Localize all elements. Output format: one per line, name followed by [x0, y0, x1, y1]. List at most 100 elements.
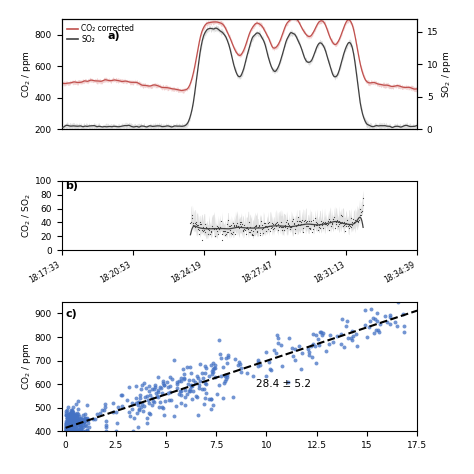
Point	[181, 386, 189, 394]
Point	[262, 348, 270, 356]
Point	[265, 219, 273, 226]
Point	[372, 326, 380, 334]
Point	[70, 421, 77, 429]
Point	[386, 320, 394, 328]
Point	[196, 381, 203, 388]
Point	[113, 419, 120, 427]
Point	[69, 425, 76, 433]
Point	[228, 230, 236, 238]
Point	[142, 384, 150, 392]
Point	[81, 418, 88, 426]
Point	[68, 419, 76, 426]
Point	[176, 378, 183, 385]
Point	[229, 219, 237, 227]
Point	[70, 427, 77, 435]
Y-axis label: SO$_2$ / ppm: SO$_2$ / ppm	[440, 51, 453, 98]
Point	[69, 416, 76, 423]
Point	[187, 219, 194, 227]
Point	[317, 328, 324, 336]
Point	[300, 228, 307, 236]
Point	[81, 414, 88, 422]
Point	[352, 216, 359, 224]
Point	[274, 334, 282, 342]
Point	[302, 222, 310, 229]
Point	[362, 321, 369, 329]
Point	[280, 222, 287, 230]
Point	[331, 217, 338, 225]
Point	[62, 428, 70, 435]
Point	[74, 422, 82, 429]
Point	[75, 412, 82, 420]
Point	[77, 415, 84, 423]
Point	[305, 217, 313, 224]
Point	[64, 423, 72, 431]
Point	[219, 364, 227, 371]
Point	[222, 355, 229, 362]
Point	[386, 311, 394, 319]
Point	[65, 428, 73, 435]
Point	[140, 407, 147, 415]
Point	[225, 216, 232, 224]
Point	[237, 365, 245, 372]
Point	[215, 381, 222, 389]
Point	[64, 420, 72, 428]
Point	[263, 372, 270, 380]
Point	[73, 419, 80, 426]
Point	[161, 411, 168, 419]
Point	[354, 218, 361, 225]
Point	[295, 342, 302, 350]
Point	[165, 396, 173, 403]
Point	[288, 222, 296, 230]
Point	[65, 415, 73, 423]
Point	[327, 218, 334, 226]
Point	[70, 422, 77, 430]
Point	[347, 215, 355, 222]
Point	[81, 418, 88, 425]
Point	[322, 219, 330, 227]
Point	[62, 421, 70, 429]
Point	[314, 335, 322, 343]
Point	[63, 411, 71, 419]
Point	[257, 218, 265, 225]
Point	[306, 225, 313, 232]
Point	[81, 421, 88, 428]
Point	[224, 359, 231, 366]
Point	[63, 428, 71, 435]
Point	[286, 334, 293, 341]
Point	[322, 347, 330, 355]
Point	[142, 393, 149, 401]
Point	[112, 428, 119, 435]
Point	[335, 218, 343, 225]
Text: b): b)	[65, 181, 78, 191]
Point	[64, 428, 72, 435]
Point	[303, 222, 310, 230]
Point	[299, 225, 306, 232]
Point	[65, 419, 73, 427]
Point	[227, 223, 234, 230]
Point	[160, 381, 167, 389]
Point	[63, 428, 71, 435]
Point	[64, 428, 72, 435]
Point	[288, 345, 295, 352]
Point	[63, 407, 70, 415]
Point	[69, 428, 76, 435]
Point	[65, 424, 73, 432]
Point	[209, 224, 217, 231]
Point	[248, 231, 256, 238]
Point	[64, 414, 71, 422]
Point	[62, 411, 70, 419]
Point	[193, 221, 201, 229]
Point	[73, 412, 81, 420]
Point	[69, 419, 77, 427]
Point	[338, 212, 346, 220]
Point	[274, 220, 282, 228]
Point	[207, 395, 215, 403]
Point	[64, 422, 72, 430]
Point	[72, 417, 79, 425]
Point	[337, 219, 345, 227]
Point	[292, 229, 299, 237]
Point	[109, 399, 117, 406]
Point	[83, 426, 91, 434]
Point	[149, 401, 156, 409]
Point	[197, 220, 205, 228]
